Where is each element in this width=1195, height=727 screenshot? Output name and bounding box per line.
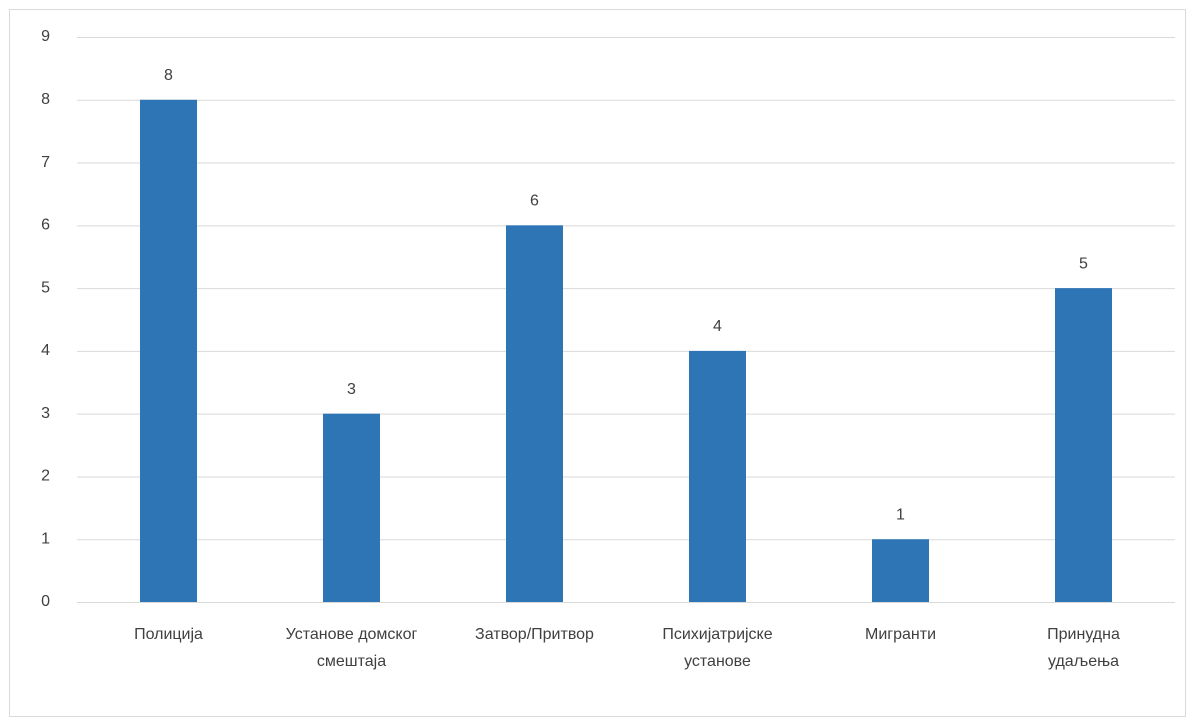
y-tick-label: 8 — [41, 91, 50, 108]
x-tick-label: установе — [684, 653, 751, 670]
bar — [872, 539, 929, 602]
data-label: 5 — [1079, 255, 1088, 272]
data-label: 4 — [713, 318, 722, 335]
x-tick-label: смештаја — [317, 653, 386, 670]
bar — [140, 99, 197, 603]
x-tick-label: Установе домског — [286, 626, 418, 643]
x-tick-label: Полиција — [134, 626, 203, 643]
data-label: 1 — [896, 506, 905, 523]
y-tick-label: 7 — [41, 154, 50, 171]
x-tick-label: Принудна — [1047, 626, 1120, 643]
bar — [323, 413, 380, 602]
bar — [689, 350, 746, 602]
y-tick-label: 1 — [41, 530, 50, 547]
chart-border — [9, 9, 1186, 717]
y-tick-label: 5 — [41, 279, 50, 296]
y-tick-label: 3 — [41, 405, 50, 422]
data-label: 6 — [530, 193, 539, 210]
x-tick-label: Мигранти — [865, 626, 936, 643]
bar — [1055, 288, 1112, 602]
x-tick-label: удаљења — [1048, 653, 1119, 670]
x-tick-label: Затвор/Притвор — [475, 626, 594, 643]
x-tick-label: Психијатријске — [662, 626, 772, 643]
data-label: 8 — [164, 67, 173, 84]
y-tick-label: 0 — [41, 593, 50, 610]
y-tick-label: 9 — [41, 28, 50, 45]
y-tick-label: 2 — [41, 468, 50, 485]
data-label: 3 — [347, 381, 356, 398]
bar — [506, 225, 563, 603]
y-tick-label: 4 — [41, 342, 50, 359]
y-tick-label: 6 — [41, 217, 50, 234]
